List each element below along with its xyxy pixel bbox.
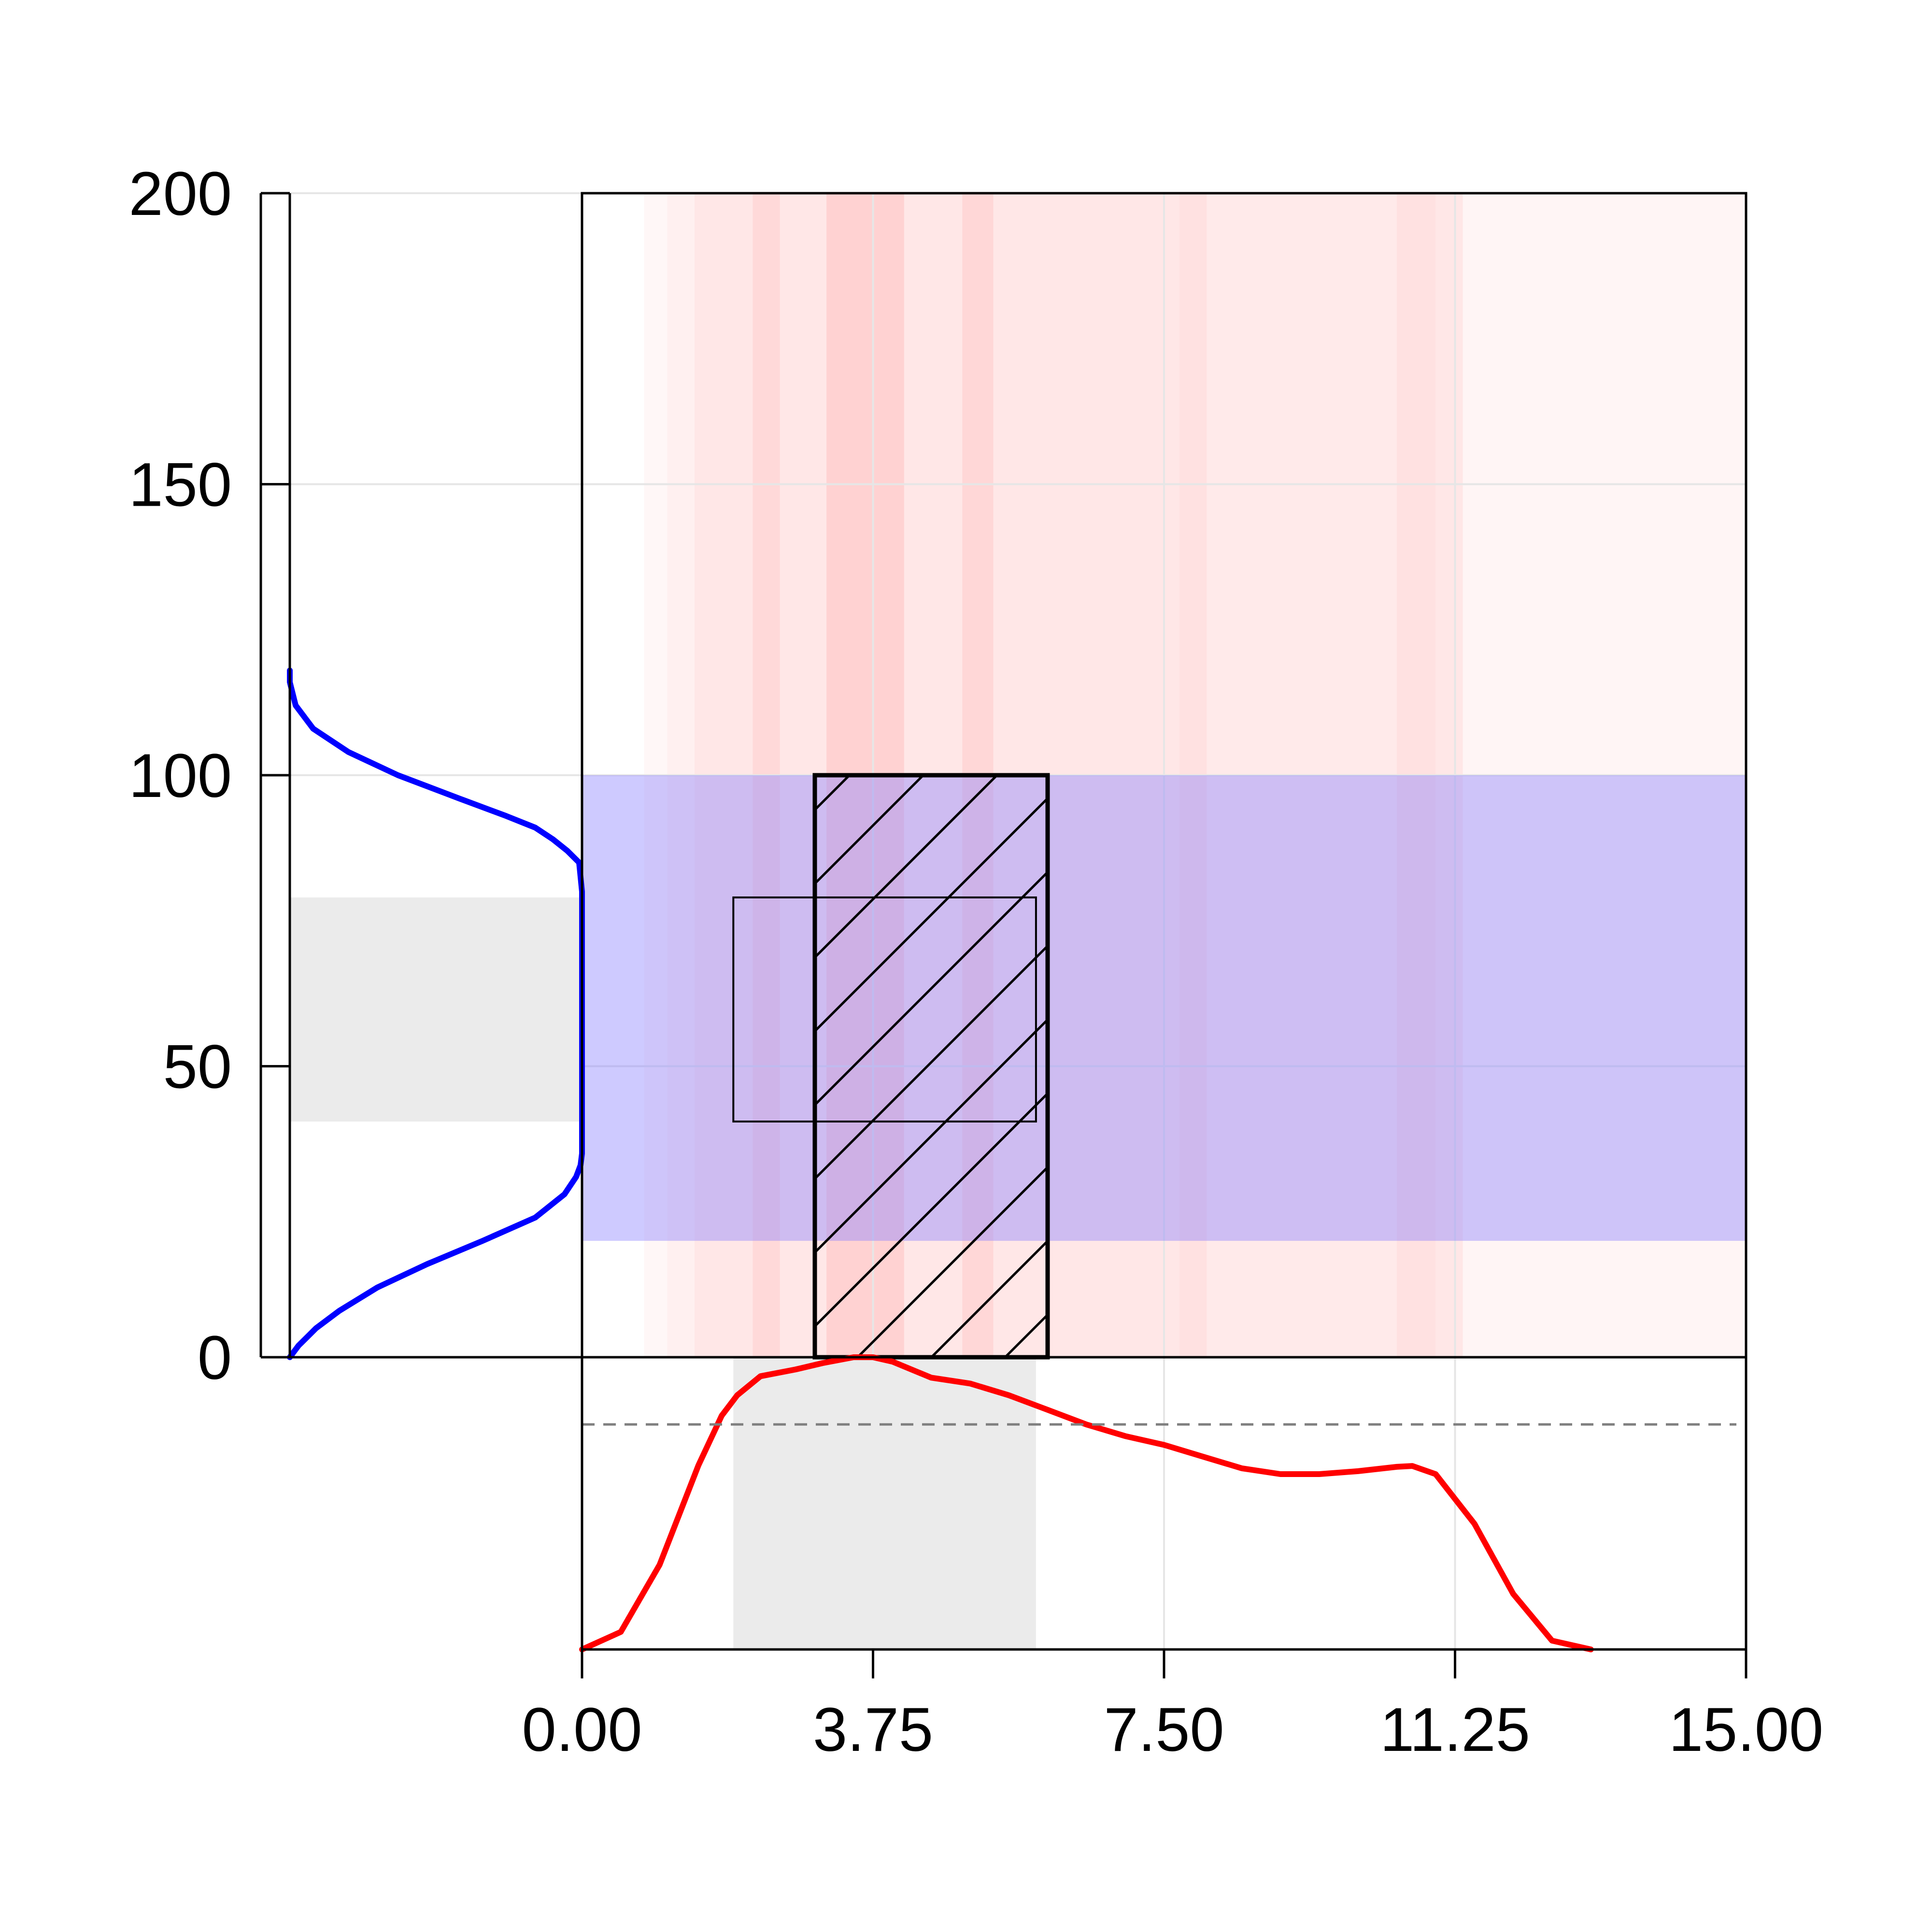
x-axis: 0.00 3.75 7.50 11.25 15.00 bbox=[522, 1649, 1823, 1764]
x-tick-label: 15.00 bbox=[1669, 1695, 1823, 1764]
y-tick-label: 150 bbox=[128, 451, 232, 520]
y-tick-label: 200 bbox=[128, 159, 232, 228]
hatched-box-fill bbox=[815, 775, 1048, 1357]
y-range-band bbox=[582, 775, 1746, 1241]
x-tick-label: 3.75 bbox=[813, 1695, 933, 1764]
y-range-band-rect bbox=[582, 775, 1746, 1241]
interval-shading bbox=[290, 897, 1036, 1649]
main-panel-frame bbox=[581, 192, 1747, 1359]
y-tick-label: 50 bbox=[163, 1033, 232, 1102]
y-axis: 0 50 100 150 200 bbox=[128, 159, 290, 1392]
y-interval-shade bbox=[290, 897, 582, 1122]
x-interval-shade bbox=[733, 1357, 1036, 1649]
x-tick-label: 0.00 bbox=[522, 1695, 642, 1764]
y-tick-label: 100 bbox=[128, 741, 232, 810]
x-tick-label: 11.25 bbox=[1380, 1695, 1530, 1764]
interval-box bbox=[732, 896, 1037, 1122]
y-tick-label: 0 bbox=[198, 1323, 232, 1392]
x-density-curve bbox=[579, 1354, 1594, 1652]
x-tick-label: 7.50 bbox=[1104, 1695, 1224, 1764]
boxes bbox=[732, 773, 1050, 1360]
